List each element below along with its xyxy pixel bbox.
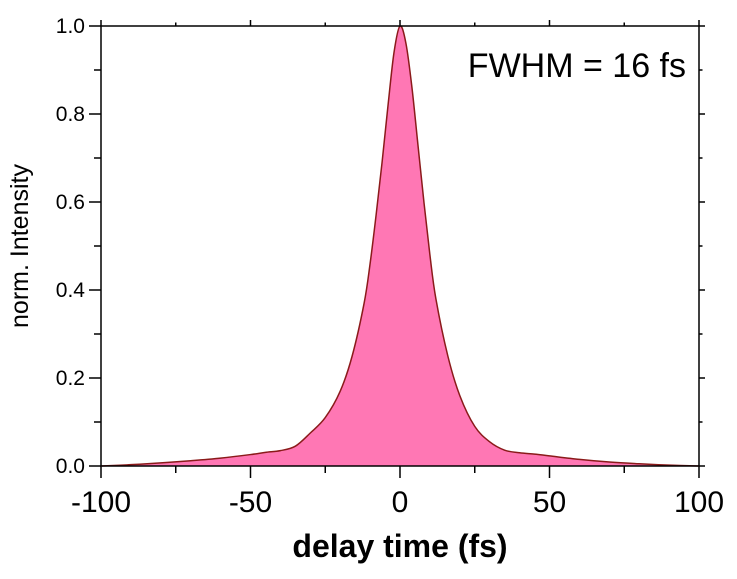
- x-tick-label: -100: [71, 486, 131, 519]
- y-tick-labels: 0.0 0.2 0.4 0.6 0.8 1.0: [56, 15, 86, 478]
- plot-frame: [100, 25, 700, 467]
- x-tick-label: -50: [229, 486, 272, 519]
- y-tick-label: 0.6: [56, 191, 85, 214]
- x-tick-labels: -100 -50 0 50 100: [71, 486, 724, 519]
- fwhm-annotation: FWHM = 16 fs: [468, 47, 686, 85]
- y-tick-label: 0.4: [56, 279, 86, 302]
- x-tick-label: 100: [674, 486, 724, 519]
- series-area-fill: [101, 25, 699, 467]
- x-tick-label: 0: [392, 486, 409, 519]
- y-tick-label: 0.8: [56, 103, 85, 126]
- y-tick-label: 1.0: [56, 15, 85, 38]
- x-tick-label: 50: [533, 486, 566, 519]
- x-axis-label: delay time (fs): [292, 528, 507, 564]
- y-tick-label: 0.0: [56, 455, 85, 478]
- y-tick-label: 0.2: [56, 367, 85, 390]
- y-axis-label: norm. Intensity: [6, 164, 34, 328]
